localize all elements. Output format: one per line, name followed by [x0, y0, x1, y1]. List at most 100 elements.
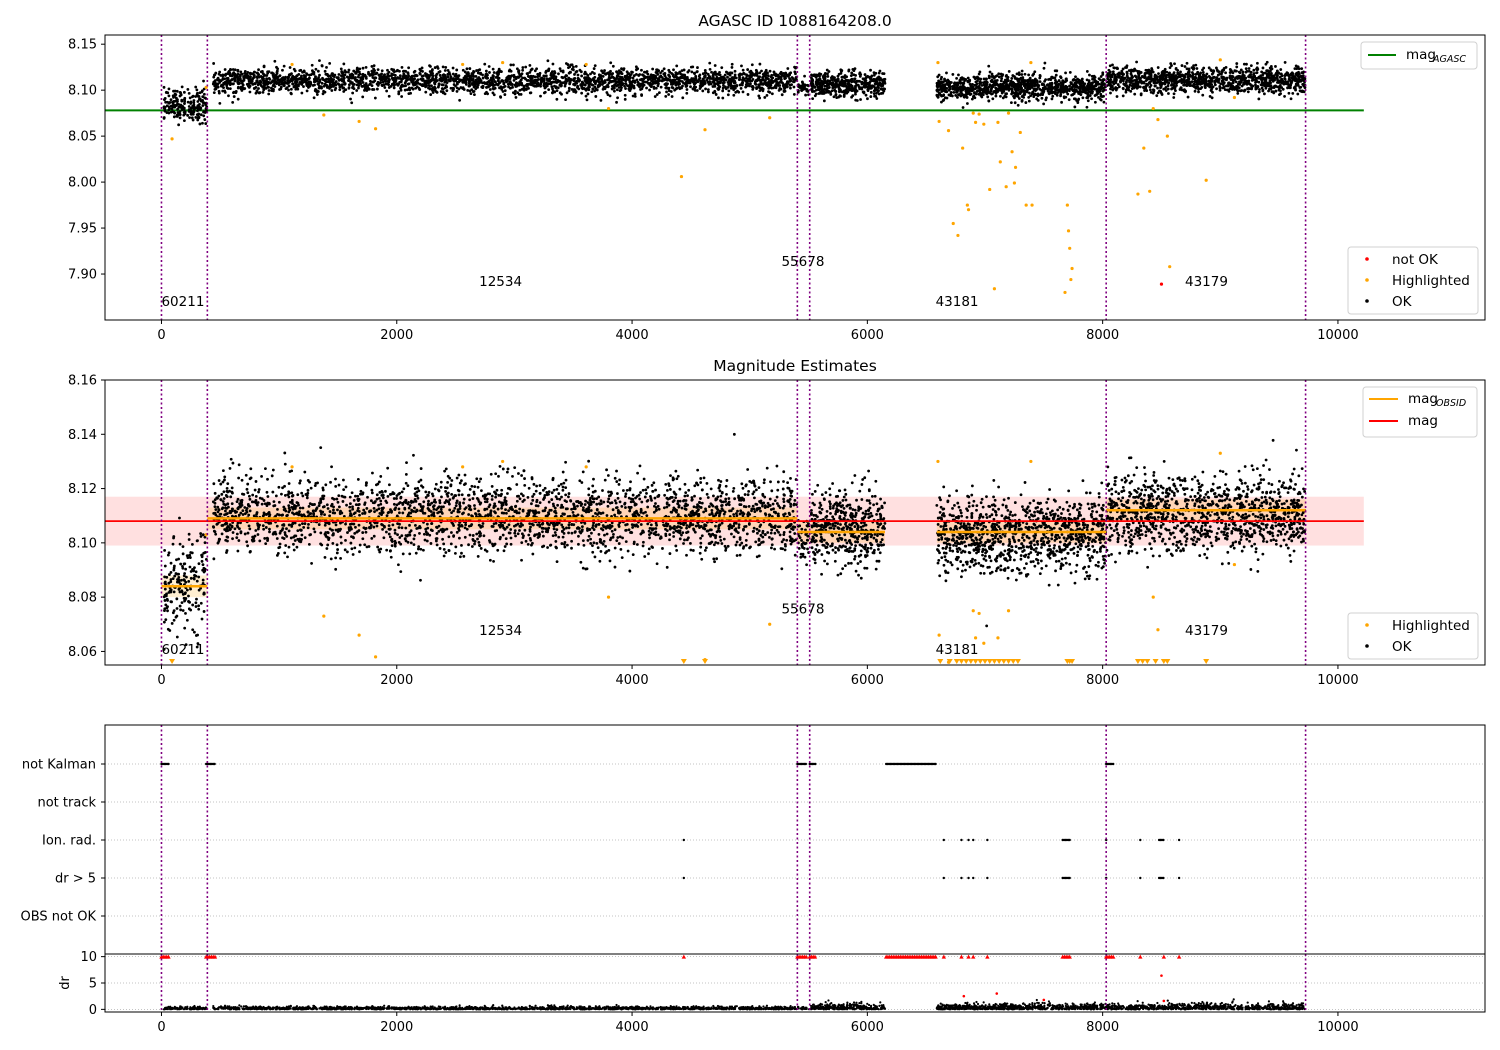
ok-point [289, 79, 292, 83]
ok-point [373, 96, 377, 100]
ok-point [357, 86, 360, 90]
ok-point [656, 84, 660, 88]
ok-point [818, 72, 821, 76]
ok-point [590, 90, 594, 94]
ok-point [854, 92, 857, 96]
ok-point [221, 89, 225, 93]
ok-point [762, 74, 766, 78]
ok-point [331, 78, 335, 82]
ok-point [509, 63, 513, 67]
ok-point [1062, 80, 1066, 84]
ok-point [628, 86, 632, 90]
ok-point [236, 69, 240, 73]
ok-point [561, 69, 565, 73]
ok-point [353, 76, 356, 80]
ok-point [212, 62, 216, 65]
ok-point [337, 73, 341, 76]
ok-point [1076, 101, 1080, 104]
ok-point [654, 86, 658, 90]
ok-point [572, 68, 575, 72]
ok-point [1067, 98, 1071, 102]
ok-point [635, 78, 639, 82]
ok-point [1088, 94, 1092, 98]
ok-point [343, 69, 347, 72]
ok-point [667, 93, 671, 96]
ok-point [350, 101, 354, 105]
ok-point [307, 86, 310, 89]
ok-point [489, 83, 493, 87]
ok-point [943, 88, 947, 92]
ok-point [327, 78, 331, 82]
ok-point [1167, 92, 1170, 95]
ok-point [869, 95, 873, 98]
ok-point [796, 90, 800, 94]
ok-point [325, 65, 328, 69]
ok-point [981, 93, 985, 97]
ok-point [877, 71, 881, 75]
ok-point [1149, 90, 1153, 94]
ok-point [1027, 73, 1031, 77]
ok-point [659, 85, 663, 89]
ok-point [840, 82, 844, 86]
ok-point [223, 90, 227, 94]
ok-point [298, 77, 301, 80]
ok-point [203, 118, 207, 121]
ok-point [476, 71, 480, 75]
ok-point [191, 95, 194, 99]
ok-point [612, 84, 616, 88]
ok-point [405, 88, 409, 92]
ok-point [491, 67, 495, 71]
ok-point [1218, 86, 1222, 90]
ok-point [1007, 70, 1011, 73]
ok-point [825, 87, 828, 91]
ok-point [995, 89, 999, 93]
ok-point [557, 72, 560, 76]
ok-point [592, 67, 596, 70]
ok-point [730, 62, 734, 66]
ok-point [323, 90, 327, 94]
ok-point [653, 75, 657, 79]
ok-point [182, 111, 186, 114]
ok-point [1024, 101, 1028, 104]
ok-point [754, 71, 758, 75]
ok-point [228, 71, 232, 75]
ok-point [513, 92, 517, 96]
ok-point [1244, 67, 1248, 71]
ok-point [556, 79, 560, 82]
ok-point [1060, 100, 1063, 104]
ok-point [883, 81, 887, 85]
ok-point [617, 86, 621, 89]
ok-point [387, 94, 391, 98]
ok-point [556, 86, 560, 90]
ok-point [1077, 86, 1081, 90]
ok-point [615, 88, 619, 92]
ok-point [961, 93, 964, 97]
ok-point [493, 83, 496, 87]
ok-point [372, 80, 376, 84]
ok-point [607, 75, 611, 79]
ok-point [481, 73, 484, 77]
ok-point [633, 94, 637, 98]
ok-point [1043, 79, 1047, 83]
ok-point [430, 84, 433, 88]
ok-point [616, 96, 619, 100]
ok-point [828, 82, 832, 86]
ok-point [407, 66, 411, 70]
ok-point [791, 77, 795, 80]
ok-point [726, 71, 729, 75]
ok-point [1036, 82, 1039, 86]
ok-point [383, 86, 387, 89]
ok-point [483, 92, 487, 96]
ok-point [553, 80, 557, 84]
ok-point [852, 80, 856, 83]
ok-point [437, 82, 441, 86]
ok-point [582, 86, 586, 90]
ok-point [945, 81, 949, 85]
ok-point [1255, 80, 1259, 84]
ok-point [1301, 71, 1305, 75]
ok-point [677, 85, 681, 89]
ok-point [438, 70, 442, 73]
ok-point [449, 86, 453, 90]
ok-point [525, 72, 529, 76]
